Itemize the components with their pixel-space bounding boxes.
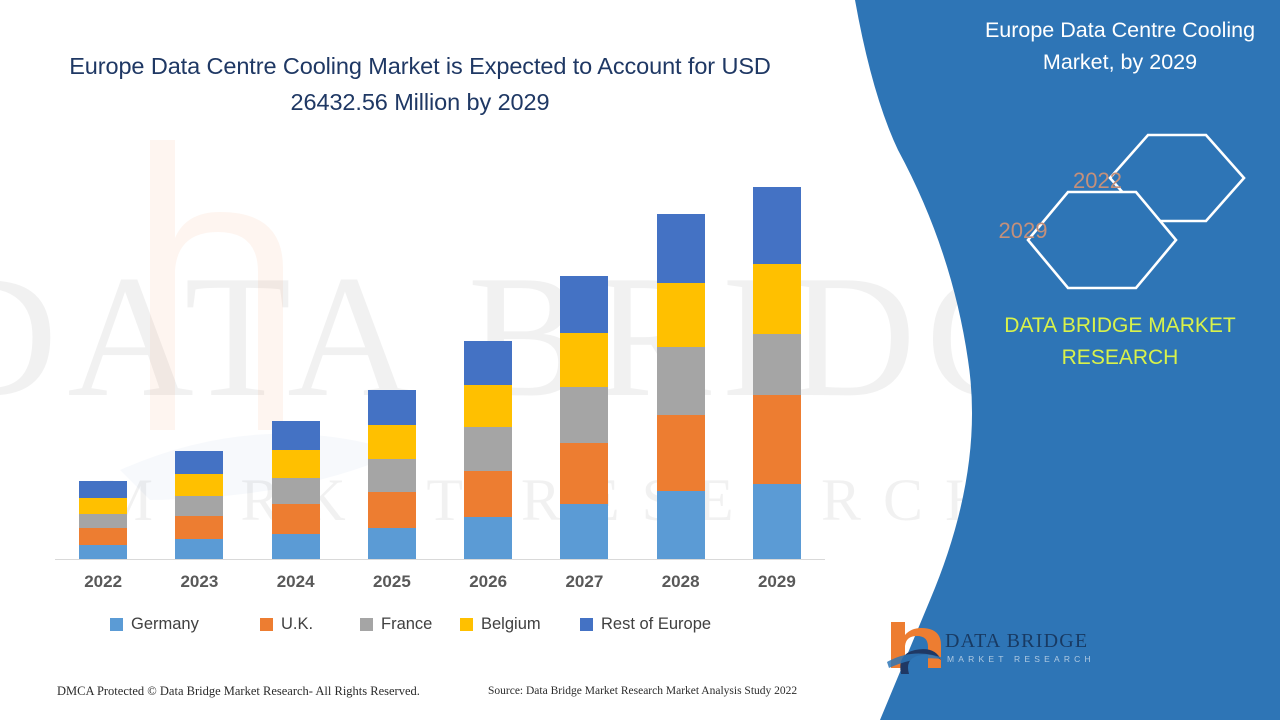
data-bridge-logo: DATA BRIDGE MARKET RESEARCH	[885, 618, 1115, 688]
bar-segment	[656, 214, 705, 283]
x-axis-line	[55, 559, 825, 560]
bar-segment	[656, 415, 705, 491]
panel-title: Europe Data Centre Cooling Market, by 20…	[984, 18, 1256, 74]
bar-column	[560, 276, 609, 560]
legend-item[interactable]: Rest of Europe	[580, 615, 711, 634]
legend-swatch-icon	[460, 618, 473, 631]
x-axis-label: 2025	[372, 572, 411, 591]
bar-segment	[367, 528, 416, 560]
bar-segment	[560, 276, 609, 333]
hexagon-2029-label: 2029	[998, 218, 1048, 243]
bar-segment	[367, 390, 416, 425]
legend-label: U.K.	[281, 615, 314, 633]
legend-item[interactable]: Germany	[110, 615, 199, 634]
x-axis-label: 2022	[84, 572, 123, 591]
bar-column	[271, 421, 320, 560]
bar-segment	[271, 534, 320, 560]
bar-segment	[752, 484, 801, 560]
bar-column	[752, 187, 801, 560]
bar-column	[464, 341, 513, 560]
chart-panel: Europe Data Centre Cooling Market is Exp…	[55, 53, 835, 698]
bar-segment	[656, 283, 705, 347]
bar-segment	[175, 496, 224, 516]
bar-segment	[560, 504, 609, 560]
bar-segment	[464, 385, 513, 427]
page-title: Europe Data Centre Cooling Market is Exp…	[69, 53, 771, 115]
x-axis-label: 2029	[757, 572, 796, 591]
x-axis-label: 2028	[661, 572, 700, 591]
bar-segment	[656, 347, 705, 415]
bar-segment	[752, 264, 801, 334]
logo-mark-icon	[887, 622, 949, 674]
hexagon-2022-label: 2022	[1073, 168, 1122, 193]
bar-segment	[79, 514, 128, 528]
legend-swatch-icon	[580, 618, 593, 631]
bar-segment	[367, 492, 416, 528]
legend-swatch-icon	[110, 618, 123, 631]
bar-segment	[367, 459, 416, 492]
bar-segment	[560, 333, 609, 387]
bar-segment	[271, 421, 320, 450]
bar-segment	[175, 474, 224, 496]
hexagon-group	[970, 130, 1270, 295]
bar-segment	[271, 504, 320, 534]
x-axis-label: 2024	[276, 572, 315, 591]
bar-column	[175, 451, 224, 560]
source-text: Source: Data Bridge Market Research Mark…	[488, 685, 798, 697]
bar-segment	[79, 545, 128, 560]
stacked-bar-chart	[55, 150, 825, 560]
bar-segment	[464, 341, 513, 385]
x-axis-labels: 2022 2023 2024 2025 2026 2027 2028 2029	[55, 572, 825, 600]
bar-segment	[560, 443, 609, 504]
legend-label: Rest of Europe	[601, 615, 712, 633]
legend-item[interactable]: Belgium	[460, 615, 541, 634]
bar-column	[367, 390, 416, 560]
bar-column	[79, 481, 128, 560]
bar-segment	[175, 516, 224, 539]
bar-segment	[79, 528, 128, 545]
bar-segment	[79, 481, 128, 498]
x-axis-label: 2027	[565, 572, 604, 591]
legend-swatch-icon	[360, 618, 373, 631]
bar-segment	[271, 478, 320, 504]
bar-segment	[175, 539, 224, 560]
legend-label: France	[381, 615, 433, 633]
bar-segment	[752, 395, 801, 484]
bar-segment	[271, 450, 320, 478]
x-axis-label: 2023	[180, 572, 219, 591]
legend-label: Germany	[131, 615, 199, 633]
bar-segment	[560, 387, 609, 443]
right-panel-content: Europe Data Centre Cooling Market, by 20…	[960, 0, 1280, 720]
x-axis-label: 2026	[469, 572, 508, 591]
bar-segment	[175, 451, 224, 474]
bar-segment	[464, 471, 513, 517]
bar-column	[656, 214, 705, 560]
logo-main-text: DATA BRIDGE	[945, 630, 1089, 652]
copyright-text: DMCA Protected © Data Bridge Market Rese…	[57, 684, 420, 698]
hexagon-2029-shape	[1026, 190, 1178, 290]
bar-segment	[79, 498, 128, 514]
bar-segment	[464, 517, 513, 560]
logo-sub-text: MARKET RESEARCH	[947, 654, 1095, 664]
bar-segment	[367, 425, 416, 459]
chart-legend: Germany U.K. France Belgium Rest of Europe	[55, 615, 835, 643]
bar-segment	[752, 334, 801, 395]
brand-name: DATA BRIDGE MARKET RESEARCH	[1004, 314, 1236, 369]
legend-label: Belgium	[481, 615, 541, 633]
bar-segment	[752, 187, 801, 264]
bar-segment	[656, 491, 705, 560]
legend-item[interactable]: U.K.	[260, 615, 313, 634]
bar-segment	[464, 427, 513, 471]
legend-swatch-icon	[260, 618, 273, 631]
legend-item[interactable]: France	[360, 615, 432, 634]
